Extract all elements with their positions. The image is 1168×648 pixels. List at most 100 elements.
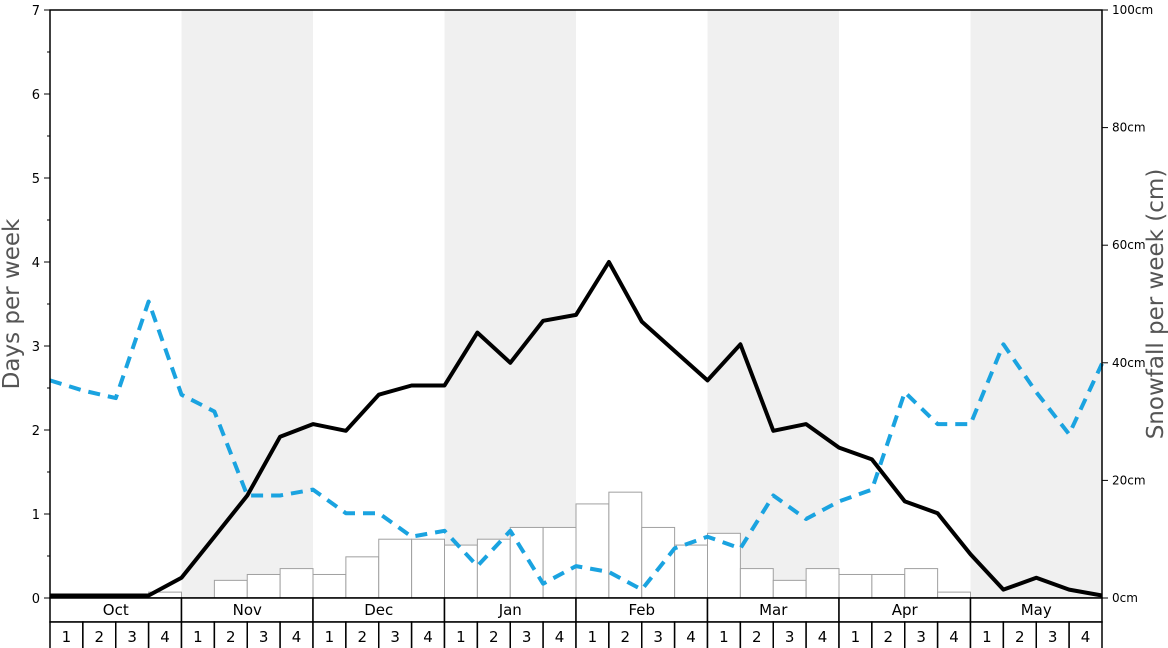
left-tick-label: 5: [32, 172, 40, 187]
month-cell: [706, 597, 840, 623]
week-axis: 1 2 3 4 1 2 3 4 1 2 3 4 1 2 3 4 1 2 3 4 1 2 3 4 1 2 3 4 1 2 3 4: [49, 621, 1103, 648]
snowfall-bar: [805, 568, 840, 599]
month-label-jan: Jan: [498, 601, 522, 619]
snowfall-bar: [739, 568, 774, 599]
left-tick-label: 0: [32, 592, 40, 607]
week-label: 1: [982, 628, 992, 646]
snowfall-bar: [871, 573, 906, 599]
week-label: 4: [555, 628, 565, 646]
week-label: 2: [489, 628, 499, 646]
week-cell: [443, 621, 479, 648]
snowfall-bar: [641, 526, 676, 599]
snowfall-bar: [411, 538, 445, 599]
week-label: 1: [193, 628, 203, 646]
snowfall-bar: [246, 573, 281, 599]
week-label: 3: [785, 628, 795, 646]
snowfall-bar: [345, 556, 380, 599]
week-label: 2: [752, 628, 762, 646]
snowfall-bar: [575, 503, 610, 599]
month-label-mar: Mar: [759, 601, 788, 619]
week-label: 2: [95, 628, 105, 646]
week-cell: [542, 621, 577, 648]
week-cell: [805, 621, 840, 648]
blue-dashed-line: [49, 299, 1104, 592]
right-tick-label: 60cm: [1112, 238, 1146, 252]
snowfall-bar: [509, 526, 544, 599]
week-cell: [706, 621, 742, 648]
week-label: 2: [1015, 628, 1025, 646]
left-tick-label: 3: [32, 340, 40, 355]
week-label: 2: [358, 628, 368, 646]
left-tick-label: 6: [32, 88, 40, 103]
week-cell: [410, 621, 446, 648]
week-label: 3: [259, 628, 269, 646]
week-label: 1: [456, 628, 466, 646]
week-cell: [1068, 621, 1103, 648]
month-shade-may: [970, 10, 1102, 598]
week-label: 4: [1081, 628, 1091, 646]
left-tick-label: 4: [32, 256, 40, 271]
week-cell: [772, 621, 807, 648]
right-tick-label: 0cm: [1112, 591, 1138, 605]
week-label: 1: [719, 628, 729, 646]
week-cell: [904, 621, 939, 648]
week-cell: [608, 621, 643, 648]
snowfall-bar: [937, 591, 971, 599]
week-label: 2: [621, 628, 631, 646]
week-label: 3: [916, 628, 926, 646]
month-shade-nov: [181, 10, 313, 598]
month-label-dec: Dec: [364, 601, 393, 619]
black-line: [50, 260, 1103, 598]
week-cell: [575, 621, 610, 648]
month-label-may: May: [1021, 601, 1052, 619]
month-label-apr: Apr: [892, 601, 919, 619]
week-label: 1: [62, 628, 72, 646]
right-tick-label: 100cm: [1112, 3, 1153, 17]
week-cell: [1002, 621, 1037, 648]
right-tick-label: 80cm: [1112, 121, 1146, 135]
month-cell: [838, 597, 972, 623]
week-cell: [279, 621, 314, 648]
right-tick-label: 20cm: [1112, 473, 1146, 487]
left-axis-title: Days per week: [0, 218, 25, 389]
left-tick-label: 2: [32, 424, 40, 439]
left-tick-label: 7: [32, 4, 40, 19]
week-label: 3: [1048, 628, 1058, 646]
week-label: 1: [851, 628, 861, 646]
month-shading: [181, 10, 1102, 598]
week-cell: [147, 621, 183, 648]
snowfall-bar: [312, 573, 347, 599]
week-label: 3: [522, 628, 532, 646]
month-cell: [969, 597, 1103, 623]
right-axis: 0cm 20cm 40cm 60cm 80cm 100cm: [1102, 3, 1153, 605]
week-cell: [115, 621, 150, 648]
week-label: 3: [390, 628, 400, 646]
snowfall-bar: [213, 579, 248, 599]
snowfall-bar: [674, 544, 708, 599]
snowfall-bar: [279, 568, 314, 599]
week-label: 4: [686, 628, 696, 646]
week-cell: [476, 621, 511, 648]
week-label: 1: [325, 628, 335, 646]
week-cell: [49, 621, 84, 648]
snowfall-bars: [148, 491, 971, 599]
week-label: 4: [949, 628, 959, 646]
week-label: 2: [226, 628, 236, 646]
month-axis: Oct Nov Dec Jan Feb Mar Apr May: [49, 597, 1103, 623]
week-label: 2: [884, 628, 894, 646]
week-cell: [345, 621, 380, 648]
left-tick-label: 1: [32, 508, 40, 523]
snowfall-bar: [378, 538, 413, 599]
week-label: 3: [127, 628, 137, 646]
week-label: 1: [588, 628, 598, 646]
week-label: 4: [292, 628, 302, 646]
week-label: 4: [423, 628, 433, 646]
snowfall-bar: [838, 573, 873, 599]
week-label: 4: [160, 628, 170, 646]
snowfall-bar: [608, 491, 643, 599]
snowfall-bar: [542, 526, 577, 599]
month-shade-mar: [707, 10, 839, 598]
snowfall-bar: [904, 568, 939, 599]
month-label-nov: Nov: [233, 601, 262, 619]
